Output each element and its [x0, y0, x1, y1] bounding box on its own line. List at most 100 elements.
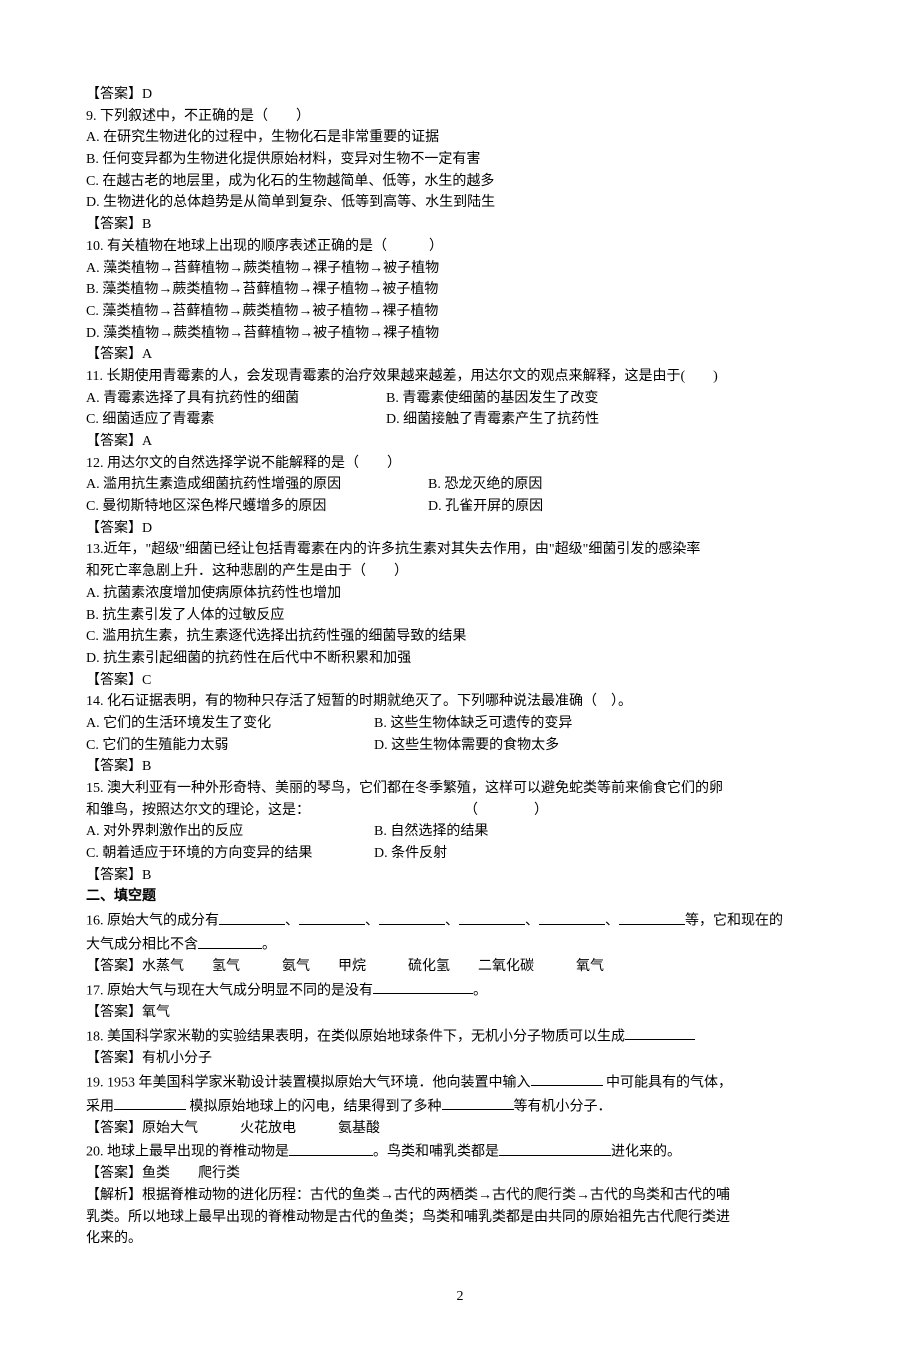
q15-option-d: D. 条件反射	[374, 843, 447, 865]
q16-blank-7	[198, 932, 262, 948]
q12-option-b: B. 恐龙灭绝的原因	[428, 474, 542, 496]
q20-blank-1	[289, 1139, 373, 1155]
q16-stem-prefix: 16. 原始大气的成分有	[86, 914, 219, 929]
section-2-heading: 二、填空题	[86, 886, 834, 908]
q16-blank-1	[219, 908, 285, 924]
q19-answer: 【答案】原始大气 火花放电 氨基酸	[86, 1118, 834, 1140]
q19-line1-prefix: 19. 1953 年美国科学家米勒设计装置模拟原始大气环境．他向装置中输入	[86, 1075, 531, 1090]
q15-stem-1: 15. 澳大利亚有一种外形奇特、美丽的琴鸟，它们都在冬季繁殖，这样可以避免蛇类等…	[86, 778, 834, 800]
q16-line2-prefix: 大气成分相比不含	[86, 938, 198, 953]
q20-suffix: 进化来的。	[611, 1145, 681, 1160]
q12-row-ab: A. 滥用抗生素造成细菌抗药性增强的原因 B. 恐龙灭绝的原因	[86, 474, 834, 496]
q19-blank-3	[442, 1094, 514, 1110]
q14-option-c: C. 它们的生殖能力太弱	[86, 735, 374, 757]
q11-option-b: B. 青霉素使细菌的基因发生了改变	[386, 388, 598, 410]
q19-line1-mid: 中可能具有的气体，	[603, 1075, 733, 1090]
q16-line-2: 大气成分相比不含 。	[86, 932, 834, 956]
q11-option-c: C. 细菌适应了青霉素	[86, 409, 386, 431]
q12-option-a: A. 滥用抗生素造成细菌抗药性增强的原因	[86, 474, 428, 496]
q19-line-2: 采用 模拟原始地球上的闪电，结果得到了多种 等有机小分子．	[86, 1094, 834, 1118]
q9-stem: 9. 下列叙述中，不正确的是（ ）	[86, 106, 834, 128]
q19-blank-2	[114, 1094, 186, 1110]
q17-answer: 【答案】氧气	[86, 1002, 834, 1024]
q8-answer: 【答案】D	[86, 84, 834, 106]
q20-line: 20. 地球上最早出现的脊椎动物是 。鸟类和哺乳类都是 进化来的。	[86, 1139, 834, 1163]
q9-option-d: D. 生物进化的总体趋势是从简单到复杂、低等到高等、水生到陆生	[86, 192, 834, 214]
document-page: 【答案】D 9. 下列叙述中，不正确的是（ ） A. 在研究生物进化的过程中，生…	[0, 0, 920, 1348]
q11-answer: 【答案】A	[86, 431, 834, 453]
q16-line2-suffix: 。	[262, 938, 276, 953]
q12-stem: 12. 用达尔文的自然选择学说不能解释的是（ ）	[86, 453, 834, 475]
q13-option-c: C. 滥用抗生素，抗生素逐代选择出抗药性强的细菌导致的结果	[86, 626, 834, 648]
q16-blank-5	[539, 908, 605, 924]
page-number: 2	[86, 1286, 834, 1308]
q14-row-cd: C. 它们的生殖能力太弱 D. 这些生物体需要的食物太多	[86, 735, 834, 757]
q14-stem: 14. 化石证据表明，有的物种只存活了短暂的时期就绝灭了。下列哪种说法最准确（ …	[86, 691, 834, 713]
q14-row-ab: A. 它们的生活环境发生了变化 B. 这些生物体缺乏可遗传的变异	[86, 713, 834, 735]
q17-stem-prefix: 17. 原始大气与现在大气成分明显不同的是没有	[86, 983, 373, 998]
q16-blank-6	[619, 908, 685, 924]
q12-answer: 【答案】D	[86, 518, 834, 540]
q10-option-d: D. 藻类植物→蕨类植物→苔藓植物→被子植物→裸子植物	[86, 323, 834, 345]
q16-line-1: 16. 原始大气的成分有、、、、、等，它和现在的	[86, 908, 834, 932]
q16-blank-4	[459, 908, 525, 924]
q10-option-a: A. 藻类植物→苔藓植物→蕨类植物→裸子植物→被子植物	[86, 258, 834, 280]
q15-stem-2: 和雏鸟，按照达尔文的理论，这是： （ ）	[86, 800, 834, 822]
q11-row-cd: C. 细菌适应了青霉素 D. 细菌接触了青霉素产生了抗药性	[86, 409, 834, 431]
q16-stem-tail: 等，它和现在的	[685, 914, 783, 929]
q20-blank-2	[499, 1139, 611, 1155]
q17-blank	[373, 978, 473, 994]
q18-line: 18. 美国科学家米勒的实验结果表明，在类似原始地球条件下，无机小分子物质可以生…	[86, 1024, 834, 1048]
q19-blank-1	[531, 1070, 603, 1086]
q13-option-d: D. 抗生素引起细菌的抗药性在后代中不断积累和加强	[86, 648, 834, 670]
q16-answer: 【答案】水蒸气 氢气 氨气 甲烷 硫化氢 二氧化碳 氧气	[86, 956, 834, 978]
q19-line2-suffix: 等有机小分子．	[514, 1099, 612, 1114]
q15-row-cd: C. 朝着适应于环境的方向变异的结果 D. 条件反射	[86, 843, 834, 865]
q14-option-d: D. 这些生物体需要的食物太多	[374, 735, 559, 757]
q10-answer: 【答案】A	[86, 344, 834, 366]
q18-answer: 【答案】有机小分子	[86, 1048, 834, 1070]
q18-blank	[625, 1024, 695, 1040]
q16-blank-2	[299, 908, 365, 924]
q16-blank-3	[379, 908, 445, 924]
q17-line: 17. 原始大气与现在大气成分明显不同的是没有 。	[86, 978, 834, 1002]
q12-row-cd: C. 曼彻斯特地区深色桦尺蠖增多的原因 D. 孔雀开屏的原因	[86, 496, 834, 518]
q20-explain-3: 化来的。	[86, 1228, 834, 1250]
q15-answer: 【答案】B	[86, 865, 834, 887]
q15-option-b: B. 自然选择的结果	[374, 821, 488, 843]
q20-stem-prefix: 20. 地球上最早出现的脊椎动物是	[86, 1145, 289, 1160]
q20-answer: 【答案】鱼类 爬行类	[86, 1163, 834, 1185]
q12-option-d: D. 孔雀开屏的原因	[428, 496, 543, 518]
q13-answer: 【答案】C	[86, 670, 834, 692]
q13-stem-1: 13.近年，"超级"细菌已经让包括青霉素在内的许多抗生素对其失去作用，由"超级"…	[86, 539, 834, 561]
q9-option-a: A. 在研究生物进化的过程中，生物化石是非常重要的证据	[86, 127, 834, 149]
q13-option-a: A. 抗菌素浓度增加使病原体抗药性也增加	[86, 583, 834, 605]
q14-option-b: B. 这些生物体缺乏可遗传的变异	[374, 713, 572, 735]
q13-stem-2: 和死亡率急剧上升．这种悲剧的产生是由于（ ）	[86, 561, 834, 583]
q19-line2-prefix: 采用	[86, 1099, 114, 1114]
q11-stem: 11. 长期使用青霉素的人，会发现青霉素的治疗效果越来越差，用达尔文的观点来解释…	[86, 366, 834, 388]
q14-option-a: A. 它们的生活环境发生了变化	[86, 713, 374, 735]
q10-option-b: B. 藻类植物→蕨类植物→苔藓植物→裸子植物→被子植物	[86, 279, 834, 301]
q12-option-c: C. 曼彻斯特地区深色桦尺蠖增多的原因	[86, 496, 428, 518]
q15-option-c: C. 朝着适应于环境的方向变异的结果	[86, 843, 374, 865]
q10-option-c: C. 藻类植物→苔藓植物→蕨类植物→被子植物→裸子植物	[86, 301, 834, 323]
q13-option-b: B. 抗生素引发了人体的过敏反应	[86, 605, 834, 627]
q9-answer: 【答案】B	[86, 214, 834, 236]
q18-stem-prefix: 18. 美国科学家米勒的实验结果表明，在类似原始地球条件下，无机小分子物质可以生…	[86, 1029, 625, 1044]
q19-line-1: 19. 1953 年美国科学家米勒设计装置模拟原始大气环境．他向装置中输入 中可…	[86, 1070, 834, 1094]
q20-mid: 。鸟类和哺乳类都是	[373, 1145, 499, 1160]
q15-option-a: A. 对外界刺激作出的反应	[86, 821, 374, 843]
q11-row-ab: A. 青霉素选择了具有抗药性的细菌 B. 青霉素使细菌的基因发生了改变	[86, 388, 834, 410]
q20-explain-2: 乳类。所以地球上最早出现的脊椎动物是古代的鱼类；鸟类和哺乳类都是由共同的原始祖先…	[86, 1207, 834, 1229]
q10-stem: 10. 有关植物在地球上出现的顺序表述正确的是（ ）	[86, 236, 834, 258]
q20-explain-1: 【解析】根据脊椎动物的进化历程：古代的鱼类→古代的两栖类→古代的爬行类→古代的鸟…	[86, 1185, 834, 1207]
q14-answer: 【答案】B	[86, 756, 834, 778]
q15-row-ab: A. 对外界刺激作出的反应 B. 自然选择的结果	[86, 821, 834, 843]
q11-option-d: D. 细菌接触了青霉素产生了抗药性	[386, 409, 599, 431]
q9-option-b: B. 任何变异都为生物进化提供原始材料，变异对生物不一定有害	[86, 149, 834, 171]
q11-option-a: A. 青霉素选择了具有抗药性的细菌	[86, 388, 386, 410]
q9-option-c: C. 在越古老的地层里，成为化石的生物越简单、低等，水生的越多	[86, 171, 834, 193]
q19-line2-mid: 模拟原始地球上的闪电，结果得到了多种	[186, 1099, 442, 1114]
q17-suffix: 。	[473, 983, 487, 998]
